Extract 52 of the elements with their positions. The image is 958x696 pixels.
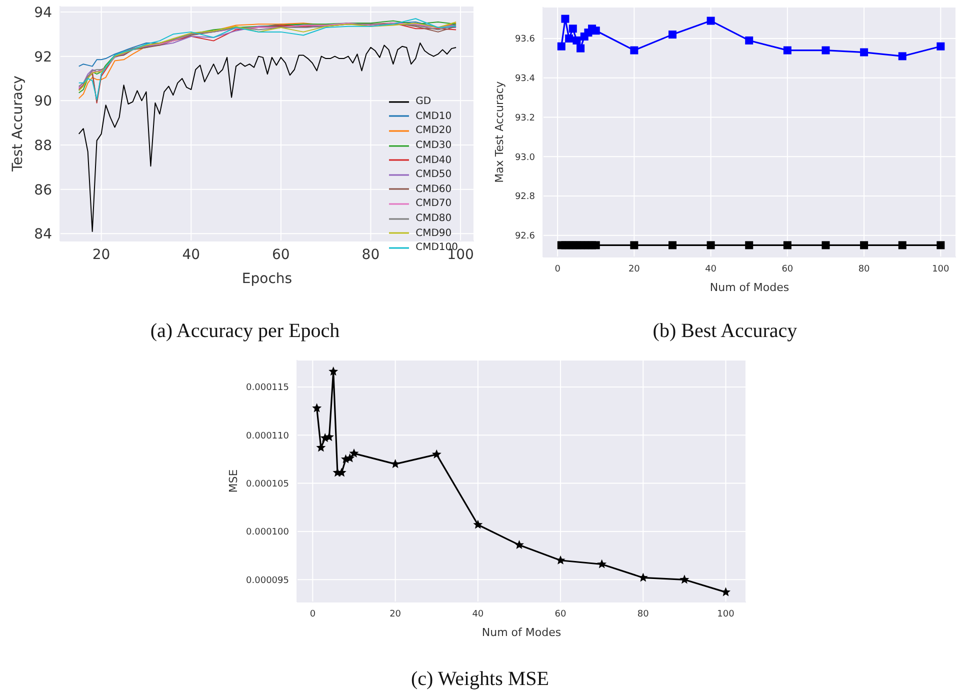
x-tick-label: 40	[472, 609, 484, 620]
x-tick-label: 20	[390, 609, 402, 620]
y-tick-label: 88	[34, 138, 52, 154]
y-tick-label: 92	[34, 49, 52, 66]
x-tick-label: 80	[858, 264, 870, 274]
x-tick-label: 60	[782, 264, 794, 274]
legend-label: CMD30	[416, 140, 452, 152]
x-tick-label: 20	[92, 246, 110, 263]
y-tick-label: 84	[34, 226, 52, 243]
x-tick-label: 20	[628, 264, 640, 274]
y-tick-label: 93.6	[514, 34, 536, 45]
legend-label: CMD40	[416, 154, 452, 166]
legend-label: CMD70	[416, 198, 452, 210]
x-tick-label: 40	[182, 246, 200, 263]
x-tick-label: 100	[932, 264, 950, 274]
legend-label: CMD80	[416, 213, 452, 224]
y-tick-label: 92.8	[514, 192, 536, 202]
text: (b) Best Accuracy	[652, 320, 798, 343]
x-tick-label: 80	[362, 246, 380, 263]
x-tick-label: 80	[637, 609, 650, 620]
x-tick-label: 40	[705, 264, 717, 274]
y-axis-title: MSE	[226, 469, 240, 493]
y-tick-label: 93.2	[514, 113, 535, 124]
x-axis-title: Num of Modes	[482, 626, 562, 639]
x-axis-title: Num of Modes	[710, 281, 790, 294]
y-tick-label: 93.4	[514, 74, 536, 84]
y-tick-label: 90	[34, 94, 52, 110]
legend-label: CMD60	[416, 184, 452, 195]
x-axis-title: Epochs	[242, 271, 292, 287]
y-axis-title: Test Accuracy	[10, 76, 26, 172]
y-tick-label: 86	[34, 182, 52, 198]
x-tick-label: 0	[310, 609, 316, 620]
y-tick-label: 0.000110	[246, 431, 290, 442]
legend-label: CMD10	[416, 110, 452, 122]
y-tick-label: 94	[34, 4, 52, 21]
legend-label: CMD20	[416, 125, 452, 136]
y-tick-label: 92.6	[514, 232, 536, 242]
y-axis-title: Max Test Accuracy	[492, 80, 506, 183]
x-tick-label: 60	[272, 246, 290, 263]
y-tick-label: 0.000115	[246, 383, 289, 394]
x-tick-label: 0	[554, 264, 561, 274]
y-tick-label: 0.000095	[246, 576, 289, 586]
legend-label: CMD50	[416, 169, 452, 180]
text: (a) Accuracy per Epoch	[149, 320, 341, 343]
y-tick-label: 0.000100	[246, 528, 290, 538]
text: (c) Weights MSE	[410, 668, 550, 691]
y-tick-label: 93.0	[514, 152, 536, 163]
legend-label: GD	[416, 96, 432, 108]
legend-label: CMD90	[416, 228, 452, 239]
y-tick-label: 0.000105	[246, 480, 289, 490]
x-tick-label: 100	[717, 609, 735, 620]
x-tick-label: 60	[554, 609, 567, 620]
